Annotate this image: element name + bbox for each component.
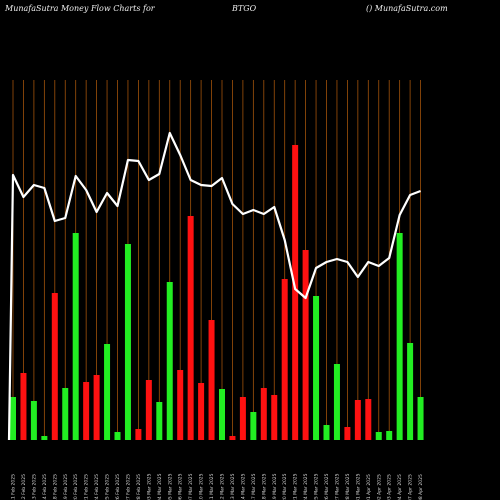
x-tick-label: 25 Feb 2025: [105, 474, 111, 500]
money-flow-bar: [271, 395, 278, 440]
x-tick-label: 13 Mar 2025: [230, 473, 236, 500]
x-tick-label: 02 Apr 2025: [376, 474, 382, 500]
money-flow-bar: [93, 375, 100, 440]
x-tick-label: 11 Feb 2025: [11, 474, 17, 500]
x-tick-label: 08 Apr 2025: [418, 474, 424, 500]
money-flow-bar: [30, 401, 37, 440]
x-tick-label: 24 Feb 2025: [94, 474, 100, 500]
money-flow-bar: [145, 380, 152, 440]
money-flow-bar: [83, 382, 90, 440]
x-tick-label: 26 Mar 2025: [324, 473, 330, 500]
x-tick-label: 18 Mar 2025: [261, 473, 267, 500]
x-tick-label: 31 Mar 2025: [355, 473, 361, 500]
money-flow-bar: [386, 431, 393, 440]
header-left-text: MunafaSutra Money Flow Charts for: [5, 4, 155, 13]
x-tick-label: 04 Apr 2025: [397, 474, 403, 500]
x-tick-label: 14 Feb 2025: [42, 474, 48, 500]
x-tick-label: 03 Apr 2025: [387, 474, 393, 500]
x-tick-label: 07 Apr 2025: [408, 474, 414, 500]
money-flow-bar: [41, 436, 48, 440]
x-tick-label: 18 Feb 2025: [52, 474, 58, 500]
money-flow-bar: [354, 400, 361, 440]
x-tick-label: 28 Feb 2025: [136, 474, 142, 500]
money-flow-bar: [20, 373, 27, 440]
money-flow-bar: [365, 399, 372, 440]
money-flow-bar: [124, 244, 131, 440]
money-flow-bar: [260, 388, 267, 440]
x-tick-label: 28 Mar 2025: [345, 473, 351, 500]
x-tick-label: 05 Mar 2025: [167, 473, 173, 500]
price-trend-line: [7, 131, 421, 441]
x-tick-label: 04 Mar 2025: [157, 473, 163, 500]
money-flow-bar: [104, 344, 111, 440]
x-tick-label: 17 Mar 2025: [251, 473, 257, 500]
x-tick-label: 10 Mar 2025: [199, 473, 205, 500]
x-tick-label: 07 Mar 2025: [188, 473, 194, 500]
x-tick-label: 14 Mar 2025: [240, 473, 246, 500]
money-flow-bar: [313, 296, 320, 440]
money-flow-bar: [114, 432, 121, 440]
money-flow-bar: [177, 370, 184, 440]
x-tick-label: 27 Mar 2025: [334, 473, 340, 500]
money-flow-bar: [396, 233, 403, 440]
x-tick-label: 20 Feb 2025: [73, 474, 79, 500]
header-ticker: BTGO: [232, 4, 257, 13]
x-tick-label: 11 Mar 2025: [209, 473, 215, 500]
money-flow-bar: [208, 320, 215, 440]
money-flow-bar: [407, 343, 414, 440]
x-tick-label: 25 Mar 2025: [314, 473, 320, 500]
money-flow-bar: [417, 397, 424, 440]
money-flow-bar: [333, 364, 340, 440]
money-flow-bar: [375, 432, 382, 440]
money-flow-bar: [51, 293, 58, 440]
money-flow-bar: [187, 216, 194, 440]
money-flow-bar: [344, 427, 351, 440]
header-right-text: () MunafaSutra.com: [366, 4, 448, 13]
x-tick-label: 12 Mar 2025: [220, 473, 226, 500]
x-tick-label: 21 Mar 2025: [293, 473, 299, 500]
x-tick-label: 20 Mar 2025: [282, 473, 288, 500]
x-tick-label: 12 Feb 2025: [21, 474, 27, 500]
x-tick-label: 19 Feb 2025: [63, 474, 69, 500]
money-flow-bar: [219, 389, 225, 440]
money-flow-bars: [10, 145, 424, 440]
money-flow-bar: [135, 429, 142, 440]
money-flow-bar: [166, 282, 173, 440]
money-flow-bar: [156, 402, 163, 440]
money-flow-bar: [10, 397, 16, 440]
money-flow-bar: [281, 279, 288, 440]
x-tick-label: 19 Mar 2025: [272, 473, 278, 500]
x-tick-label: 03 Mar 2025: [146, 473, 152, 500]
money-flow-bar: [323, 425, 330, 440]
x-tick-label: 27 Feb 2025: [125, 474, 131, 500]
money-flow-bar: [250, 412, 257, 440]
chart-header: MunafaSutra Money Flow Charts for BTGO (…: [0, 4, 500, 18]
x-axis-labels: 11 Feb 2025 12 Feb 2025 13 Feb 2025 14 Feb …: [11, 473, 425, 500]
x-tick-label: 06 Mar 2025: [178, 473, 184, 500]
x-tick-label: 13 Feb 2025: [31, 474, 37, 500]
money-flow-bar: [239, 397, 246, 440]
money-flow-bar: [198, 383, 205, 440]
x-tick-label: 26 Feb 2025: [115, 474, 121, 500]
money-flow-bar: [292, 145, 299, 440]
money-flow-bar: [302, 250, 309, 440]
x-tick-label: 24 Mar 2025: [303, 473, 309, 500]
x-tick-label: 21 Feb 2025: [84, 474, 90, 500]
x-tick-label: 01 Apr 2025: [366, 474, 372, 500]
money-flow-bar: [229, 436, 236, 440]
money-flow-bar: [62, 388, 69, 440]
money-flow-bar: [72, 233, 79, 440]
